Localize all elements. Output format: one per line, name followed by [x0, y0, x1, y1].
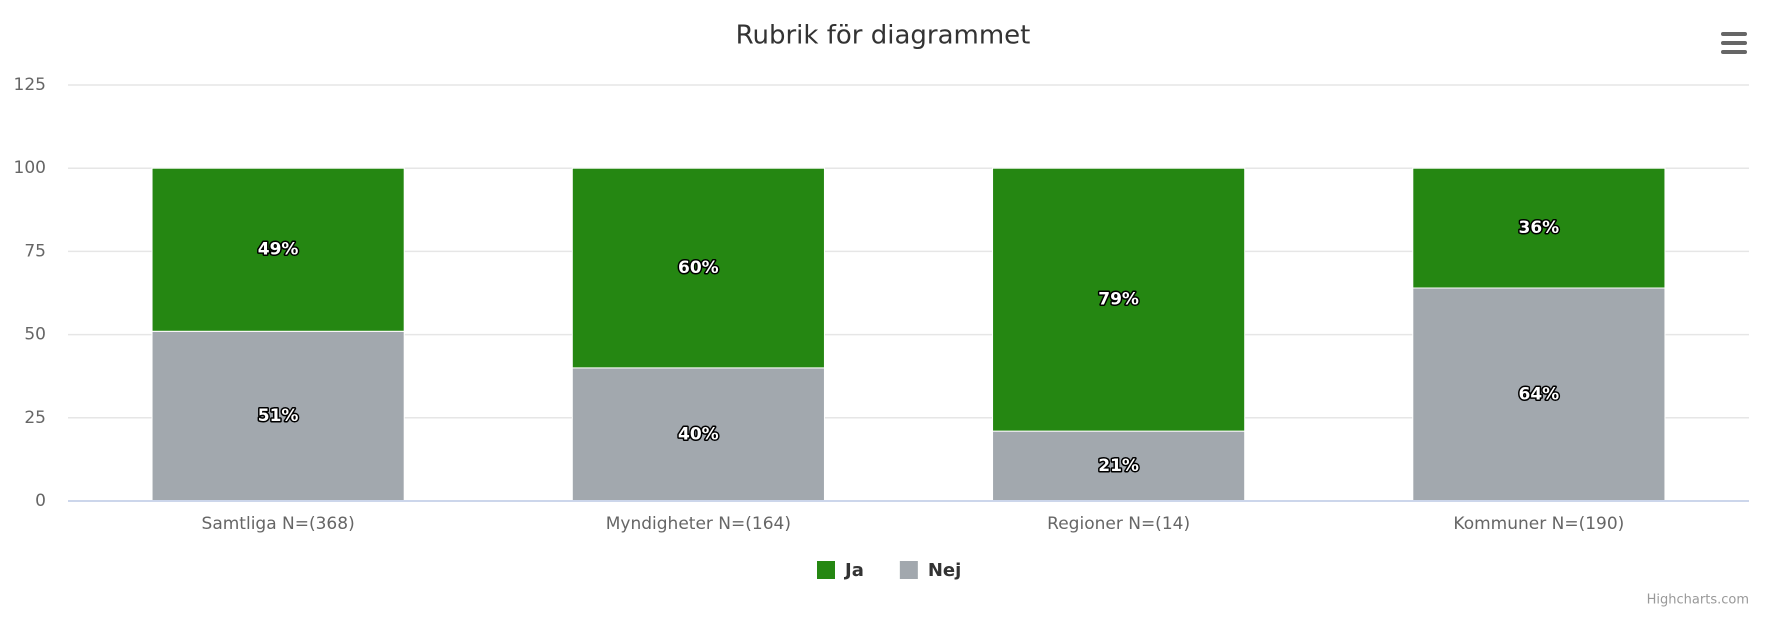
y-tick-label: 100	[14, 158, 46, 178]
bar-segment	[1412, 287, 1666, 502]
menu-bar	[1721, 41, 1747, 45]
chart-title: Rubrik för diagrammet	[736, 21, 1031, 51]
menu-bar	[1721, 32, 1747, 36]
legend-label[interactable]: Ja	[843, 560, 864, 581]
menu-button[interactable]	[1721, 32, 1747, 54]
bar-segment	[571, 167, 825, 369]
bar-segment	[992, 430, 1246, 502]
bar-segment	[1412, 167, 1666, 289]
credits[interactable]: Highcharts.com	[1647, 593, 1749, 608]
bar-segment	[151, 330, 405, 502]
data-label: 40%	[678, 424, 719, 444]
y-tick-label: 75	[24, 241, 46, 261]
x-tick-label: Kommuner N=(190)	[1453, 514, 1624, 534]
data-label: 60%	[678, 258, 719, 278]
y-tick-label: 125	[14, 75, 46, 95]
x-tick-label: Samtliga N=(368)	[202, 514, 355, 534]
data-label: 51%	[258, 406, 299, 426]
data-label: 36%	[1519, 218, 1560, 238]
bar-segment	[571, 367, 825, 502]
data-label: 21%	[1098, 456, 1139, 476]
y-tick-label: 25	[24, 408, 46, 428]
y-tick-label: 50	[24, 325, 46, 345]
legend-swatch[interactable]	[899, 561, 918, 579]
bar-segment	[151, 167, 405, 332]
legend-label[interactable]: Nej	[928, 560, 961, 581]
x-tick-label: Myndigheter N=(164)	[606, 514, 791, 534]
data-label: 64%	[1519, 385, 1560, 405]
data-label: 49%	[258, 240, 299, 260]
y-tick-label: 0	[35, 491, 46, 511]
x-tick-label: Regioner N=(14)	[1047, 514, 1190, 534]
bar-segment	[992, 167, 1246, 432]
legend-swatch[interactable]	[817, 561, 835, 579]
data-label: 79%	[1098, 290, 1139, 310]
menu-bar	[1721, 50, 1747, 54]
